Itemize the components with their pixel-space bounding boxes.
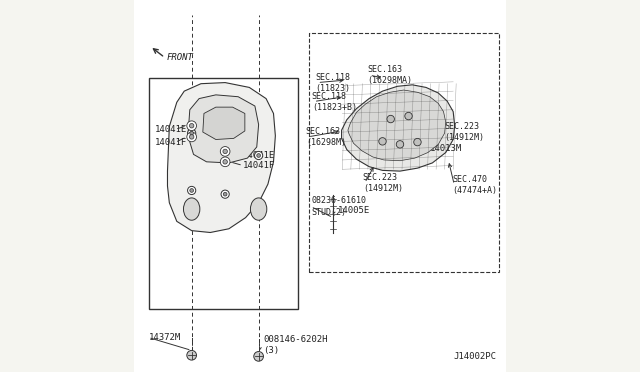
Ellipse shape — [250, 198, 267, 220]
Circle shape — [187, 350, 196, 360]
Text: 08236-61610
STUD(2): 08236-61610 STUD(2) — [312, 196, 367, 217]
Circle shape — [387, 115, 394, 123]
Text: SEC.118
(11823): SEC.118 (11823) — [316, 73, 351, 93]
Polygon shape — [342, 85, 454, 171]
Circle shape — [190, 189, 193, 192]
Circle shape — [223, 149, 227, 154]
Circle shape — [187, 121, 196, 131]
Circle shape — [379, 138, 386, 145]
Text: SEC.163
(16298M): SEC.163 (16298M) — [306, 127, 346, 147]
Text: SEC.223
(14912M): SEC.223 (14912M) — [445, 122, 484, 142]
Text: 008146-6202H
(3): 008146-6202H (3) — [264, 335, 328, 355]
Ellipse shape — [184, 198, 200, 220]
Circle shape — [413, 138, 421, 146]
Circle shape — [396, 141, 404, 148]
Text: J14002PC: J14002PC — [454, 352, 497, 361]
Circle shape — [220, 157, 230, 167]
Text: 14041E: 14041E — [154, 125, 187, 134]
Text: 14041F: 14041F — [154, 138, 187, 147]
Text: 14372M: 14372M — [149, 333, 181, 342]
Circle shape — [254, 352, 264, 361]
Circle shape — [188, 129, 196, 137]
Text: SEC.223
(14912M): SEC.223 (14912M) — [363, 173, 403, 193]
Polygon shape — [203, 107, 245, 140]
Polygon shape — [188, 95, 259, 163]
Text: 14041F: 14041F — [243, 161, 275, 170]
Circle shape — [223, 160, 227, 164]
Circle shape — [405, 112, 412, 120]
Polygon shape — [348, 90, 445, 161]
Circle shape — [255, 151, 262, 160]
Circle shape — [223, 192, 227, 196]
Text: FRONT: FRONT — [167, 53, 194, 62]
Circle shape — [190, 131, 193, 135]
Text: SEC.163
(16298MA): SEC.163 (16298MA) — [367, 65, 413, 85]
Circle shape — [189, 135, 194, 139]
Circle shape — [257, 154, 260, 157]
Text: SEC.118
(11823+B): SEC.118 (11823+B) — [312, 92, 357, 112]
Text: SEC.470
(47474+A): SEC.470 (47474+A) — [452, 175, 497, 195]
Circle shape — [220, 147, 230, 156]
Polygon shape — [168, 83, 275, 232]
Text: 14005E: 14005E — [338, 206, 370, 215]
Circle shape — [187, 132, 196, 142]
Text: 14041E: 14041E — [243, 151, 275, 160]
Circle shape — [188, 186, 196, 195]
Circle shape — [221, 190, 229, 198]
Circle shape — [189, 124, 194, 128]
Text: 14013M: 14013M — [429, 144, 462, 153]
Bar — [309, 33, 499, 272]
Bar — [149, 78, 298, 309]
